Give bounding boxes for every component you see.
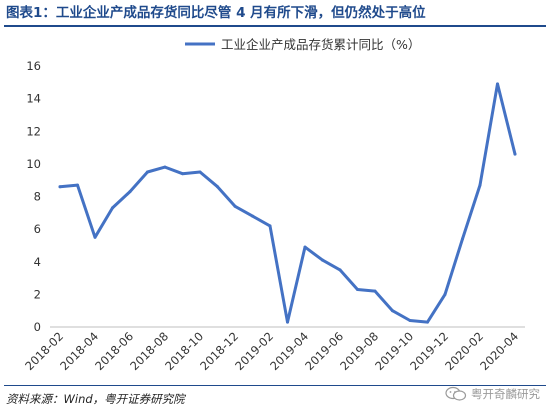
watermark-text: 粤开奇麟研究 [471,387,540,401]
x-tick-label: 2020-04 [477,329,521,373]
watermark: 粤开奇麟研究 [445,386,540,402]
footer-divider [4,385,546,386]
data-point [408,318,412,322]
series-line [58,82,517,324]
y-tick-label: 10 [26,157,41,171]
data-point [163,165,167,169]
data-point [233,204,237,208]
data-point [251,214,254,218]
data-point [373,289,377,293]
data-point [356,287,359,291]
data-point [216,185,219,189]
data-point [58,185,62,189]
line-chart: 工业企业产成品存货累计同比（%）02468101214162018-022018… [22,37,525,373]
data-point [76,183,79,187]
title-divider [4,25,546,27]
data-point [303,245,307,249]
data-point [146,170,149,174]
source-note: 资料来源：Wind，粤开证券研究院 [6,392,185,406]
data-point [391,309,394,313]
y-tick-label: 16 [26,59,41,73]
data-point [181,172,184,176]
wechat-icon [445,386,467,401]
y-tick-label: 14 [26,92,41,106]
data-point [111,206,114,210]
data-point [513,152,517,156]
y-tick-label: 6 [34,222,41,236]
data-point [496,82,499,86]
data-point [426,320,429,324]
y-tick-label: 8 [34,190,41,204]
data-point [461,237,464,241]
data-point [478,183,482,187]
y-tick-label: 2 [34,287,41,301]
figure-title: 图表1：工业企业产成品存货同比尽管 4 月有所下滑，但仍然处于高位 [6,5,426,21]
y-tick-label: 12 [26,124,41,138]
data-point [443,292,447,296]
y-tick-label: 4 [34,255,41,269]
data-point [268,224,272,228]
data-point [321,258,324,262]
data-point [198,170,202,174]
data-point [338,268,342,272]
data-point [286,320,289,324]
legend-label: 工业企业产成品存货累计同比（%） [221,37,420,52]
data-point [128,190,132,194]
data-point [93,235,97,239]
y-tick-label: 0 [34,320,41,334]
